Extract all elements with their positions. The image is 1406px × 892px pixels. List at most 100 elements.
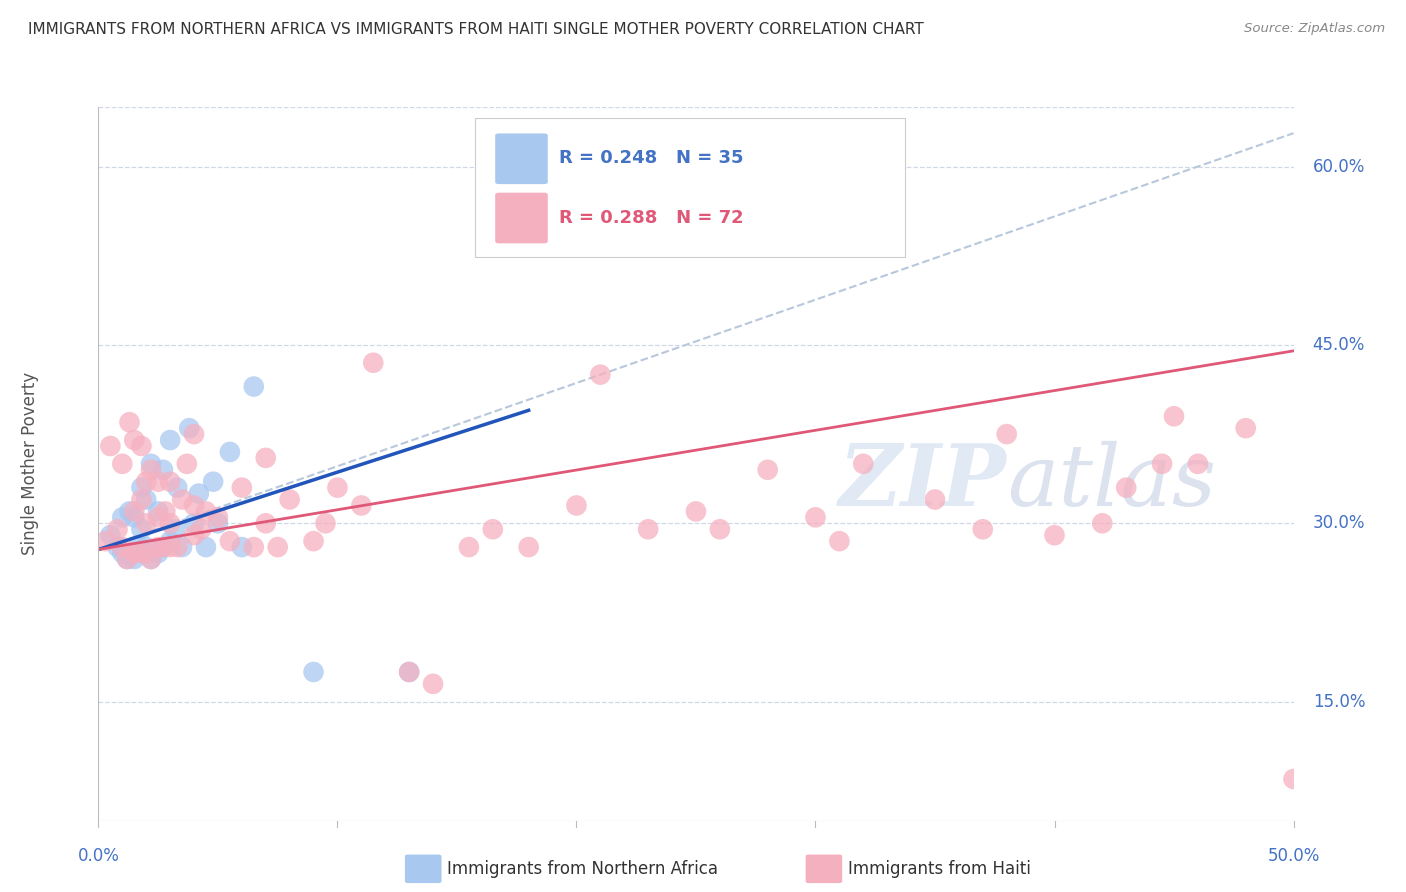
Point — [517, 540, 540, 554]
Point — [804, 510, 827, 524]
Point — [995, 427, 1018, 442]
Point — [637, 522, 659, 536]
Point — [176, 457, 198, 471]
Point — [98, 528, 122, 542]
Point — [98, 439, 122, 453]
Point — [1150, 457, 1173, 471]
Point — [1115, 481, 1137, 495]
Point — [148, 546, 170, 560]
Text: Source: ZipAtlas.com: Source: ZipAtlas.com — [1244, 22, 1385, 36]
Point — [94, 534, 117, 549]
Point — [152, 463, 174, 477]
Point — [398, 665, 420, 679]
Point — [685, 504, 707, 518]
Point — [111, 457, 134, 471]
Point — [481, 522, 505, 536]
Point — [139, 552, 162, 566]
Point — [159, 516, 181, 531]
Point — [118, 415, 141, 429]
Point — [115, 552, 138, 566]
Point — [115, 552, 138, 566]
Text: 15.0%: 15.0% — [1313, 693, 1365, 711]
Point — [363, 356, 385, 370]
Point — [350, 499, 373, 513]
Point — [924, 492, 946, 507]
Point — [1163, 409, 1185, 424]
Point — [398, 665, 420, 679]
Point — [315, 516, 337, 531]
Point — [118, 504, 141, 518]
Point — [128, 540, 150, 554]
Point — [155, 504, 177, 518]
Point — [231, 481, 253, 495]
Point — [159, 534, 181, 549]
Point — [183, 499, 205, 513]
Point — [207, 510, 229, 524]
Point — [163, 522, 186, 536]
Point — [302, 665, 325, 679]
Point — [172, 492, 194, 507]
Point — [107, 540, 129, 554]
Point — [254, 516, 277, 531]
Text: 45.0%: 45.0% — [1313, 336, 1365, 354]
Text: R = 0.248   N = 35: R = 0.248 N = 35 — [558, 150, 742, 168]
Point — [131, 492, 153, 507]
Point — [267, 540, 290, 554]
FancyBboxPatch shape — [495, 134, 548, 184]
Point — [194, 540, 217, 554]
Point — [159, 540, 181, 554]
Point — [1091, 516, 1114, 531]
Text: Immigrants from Haiti: Immigrants from Haiti — [848, 860, 1031, 878]
Point — [124, 552, 146, 566]
Point — [183, 427, 205, 442]
Point — [148, 510, 170, 524]
Point — [166, 540, 188, 554]
Point — [278, 492, 301, 507]
Point — [124, 546, 146, 560]
Point — [190, 522, 212, 536]
Point — [172, 540, 194, 554]
Point — [1282, 772, 1305, 786]
Point — [139, 457, 162, 471]
Point — [183, 516, 205, 531]
Point — [709, 522, 731, 536]
Point — [231, 540, 253, 554]
Point — [148, 540, 170, 554]
Point — [148, 504, 170, 518]
Point — [131, 439, 153, 453]
Point — [756, 463, 779, 477]
Point — [135, 492, 157, 507]
Point — [152, 540, 174, 554]
Text: Single Mother Poverty: Single Mother Poverty — [21, 372, 39, 556]
Point — [207, 516, 229, 531]
Point — [219, 534, 242, 549]
Text: R = 0.288   N = 72: R = 0.288 N = 72 — [558, 210, 744, 227]
Point — [159, 433, 181, 447]
Point — [179, 421, 201, 435]
Point — [135, 540, 157, 554]
Point — [1043, 528, 1066, 542]
Point — [243, 540, 266, 554]
Point — [135, 516, 157, 531]
Point — [972, 522, 994, 536]
Point — [139, 463, 162, 477]
Point — [326, 481, 349, 495]
Point — [187, 486, 209, 500]
Point — [1234, 421, 1257, 435]
Point — [152, 540, 174, 554]
Point — [458, 540, 481, 554]
Point — [565, 499, 588, 513]
Point — [135, 546, 157, 560]
Point — [202, 475, 225, 489]
Point — [131, 522, 153, 536]
Point — [124, 433, 146, 447]
Text: 50.0%: 50.0% — [1267, 847, 1320, 865]
Text: atlas: atlas — [1007, 441, 1216, 523]
Point — [589, 368, 612, 382]
Point — [828, 534, 851, 549]
Point — [128, 546, 150, 560]
Point — [422, 677, 444, 691]
Point — [194, 504, 217, 518]
Point — [166, 481, 188, 495]
Point — [254, 450, 277, 465]
